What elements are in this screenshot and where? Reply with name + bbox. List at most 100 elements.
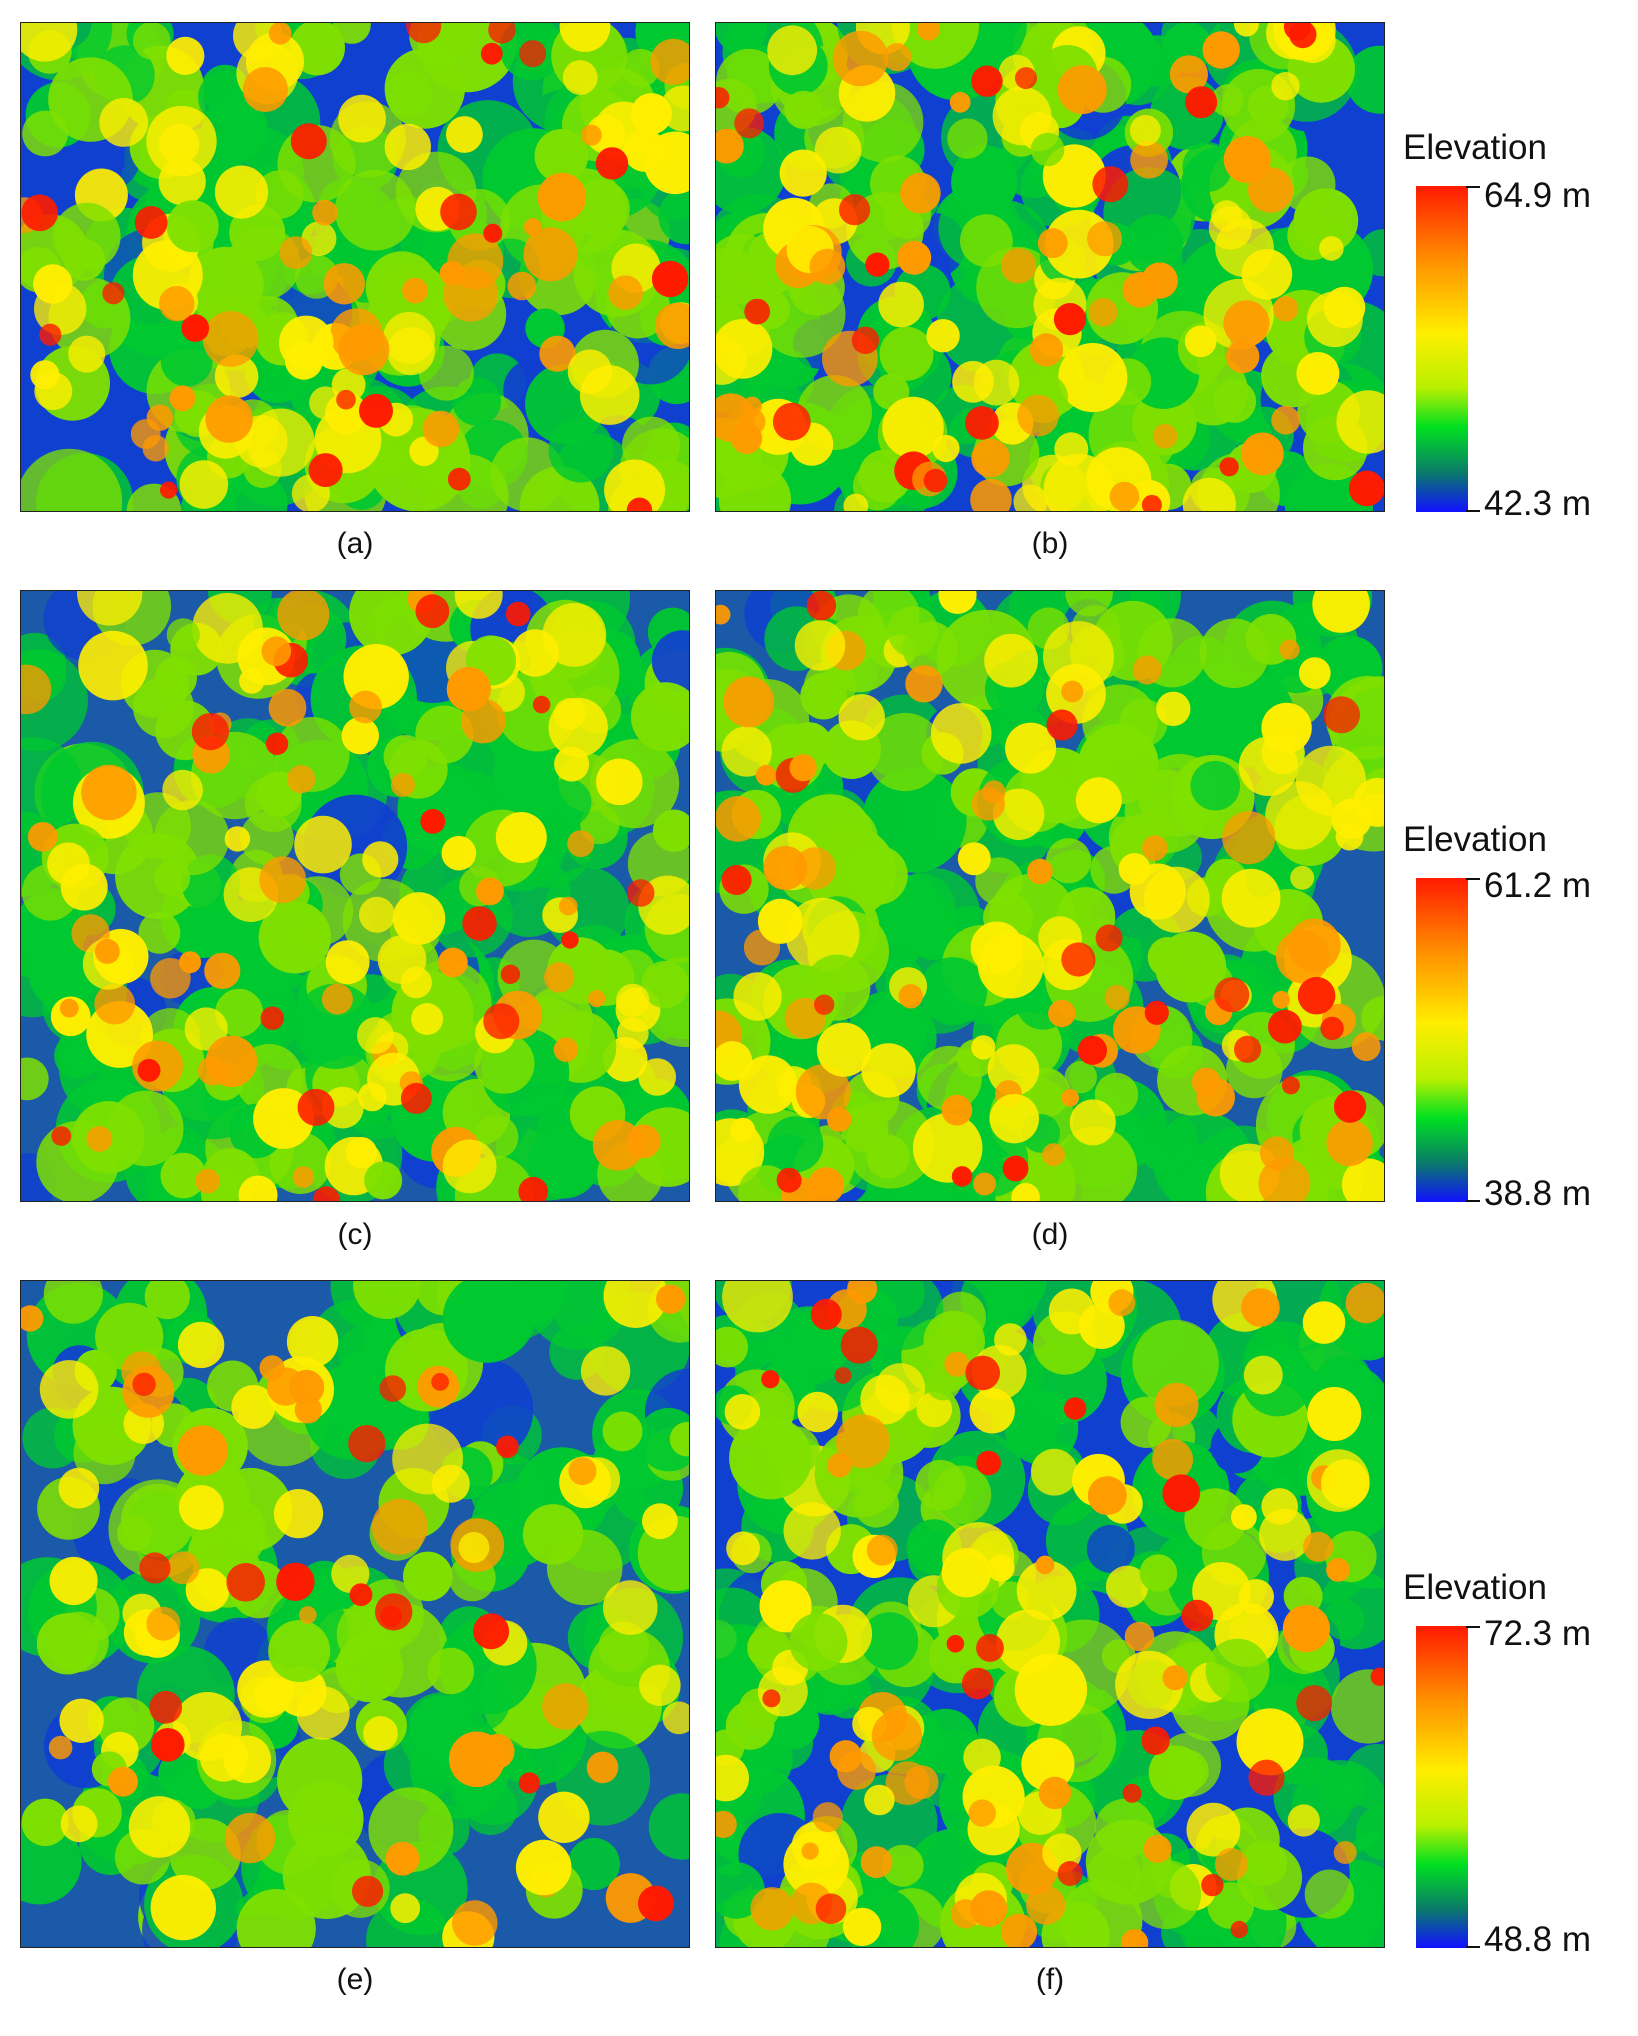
tree-crown (947, 118, 988, 159)
tree-crown (669, 1422, 689, 1457)
tree-crown (626, 1124, 661, 1159)
tree-crown (861, 1043, 916, 1098)
tree-crown (226, 1563, 265, 1602)
tree-crown (1027, 858, 1053, 885)
tree-crown (260, 1006, 284, 1030)
tree-crown (392, 892, 446, 945)
tree-crown (325, 392, 368, 435)
tree-crown (431, 1373, 449, 1391)
tree-crown (761, 1370, 780, 1389)
tree-crown (731, 422, 763, 454)
tree-crown (544, 962, 575, 993)
tree-crown (1191, 1067, 1221, 1097)
tree-crown (642, 1503, 678, 1540)
tree-crown (816, 1022, 871, 1077)
tree-crown (524, 218, 542, 237)
tree-crown (950, 1899, 981, 1929)
tree-crown (359, 393, 393, 428)
tree-crown (452, 1900, 498, 1946)
tree-crown (359, 896, 395, 933)
tree-crown (1046, 709, 1078, 741)
tree-crown (1223, 300, 1270, 347)
tree-crown (341, 717, 379, 755)
tree-crown (411, 1003, 444, 1035)
tree-crown (744, 298, 771, 325)
tree-crown (957, 842, 991, 876)
tree-crown (810, 1298, 842, 1330)
tree-crown (1064, 1397, 1087, 1420)
tree-crown (767, 1116, 824, 1173)
tree-crown (1052, 1126, 1138, 1201)
panel-f-canvas (716, 1281, 1384, 1947)
tree-crown (268, 688, 307, 727)
tree-crown (330, 308, 383, 362)
tree-crown (904, 1765, 939, 1800)
colorbar-2-title: Elevation (1403, 820, 1547, 859)
tree-crown (431, 1464, 470, 1503)
tree-crown (971, 1035, 996, 1060)
tree-crown (276, 1562, 315, 1601)
tree-crown (603, 1281, 668, 1328)
tree-crown (716, 23, 767, 54)
tree-crown (881, 1844, 924, 1887)
tree-crown (518, 1772, 540, 1794)
tree-crown (916, 1391, 953, 1428)
tree-crown (490, 437, 565, 511)
tree-crown (238, 1175, 278, 1201)
tree-crown (1326, 1558, 1350, 1582)
tree-crown (932, 1465, 992, 1525)
tree-crown (1261, 1488, 1298, 1525)
tree-crown (762, 1689, 781, 1708)
tree-crown (626, 879, 655, 907)
tree-crown (59, 998, 79, 1018)
tree-crown (383, 1728, 457, 1802)
tree-crown (312, 199, 338, 226)
tree-crown (265, 732, 289, 755)
tree-crown (755, 764, 777, 786)
tree-crown (561, 931, 579, 949)
tree-crown (198, 70, 251, 124)
tree-crown (1326, 1119, 1373, 1167)
tree-crown (294, 1396, 322, 1424)
tree-crown (1087, 221, 1123, 257)
tree-crown (662, 1701, 689, 1735)
tree-crown (364, 1161, 403, 1200)
colorbar-1-min-label: 42.3 m (1484, 484, 1591, 523)
tree-crown (917, 23, 940, 41)
tree-crown (742, 396, 762, 416)
tree-crown (458, 1532, 490, 1563)
tree-crown (454, 591, 503, 619)
tree-crown (442, 1281, 532, 1363)
tree-crown (59, 1698, 104, 1743)
tree-crown (1296, 352, 1340, 395)
tree-crown (1271, 405, 1301, 435)
tree-crown (81, 764, 137, 821)
tree-crown (626, 497, 653, 511)
tree-crown (721, 726, 772, 777)
tree-crown (1345, 1282, 1384, 1324)
tree-crown (73, 1422, 136, 1485)
tree-crown (137, 1058, 161, 1082)
tree-crown (1201, 1873, 1224, 1897)
tree-crown (284, 341, 323, 380)
tree-crown (730, 1117, 756, 1143)
tree-crown (323, 263, 365, 305)
tree-crown (883, 43, 912, 72)
tree-crown (21, 1798, 69, 1846)
tree-crown (375, 1593, 413, 1631)
tree-crown (353, 1281, 421, 1319)
tree-crown (949, 91, 971, 113)
tree-crown (268, 1620, 331, 1682)
tree-crown (383, 311, 436, 364)
tree-crown (379, 1375, 407, 1402)
tree-crown (1333, 1090, 1367, 1123)
tree-crown (1156, 691, 1191, 726)
caption-f: (f) (1035, 1963, 1065, 1996)
tree-crown (750, 1887, 794, 1931)
tree-crown (537, 172, 587, 222)
tree-crown (785, 897, 860, 972)
tree-crown (567, 830, 595, 858)
tree-crown (650, 38, 689, 85)
tree-crown (420, 809, 446, 834)
tree-crown (1341, 1158, 1384, 1201)
